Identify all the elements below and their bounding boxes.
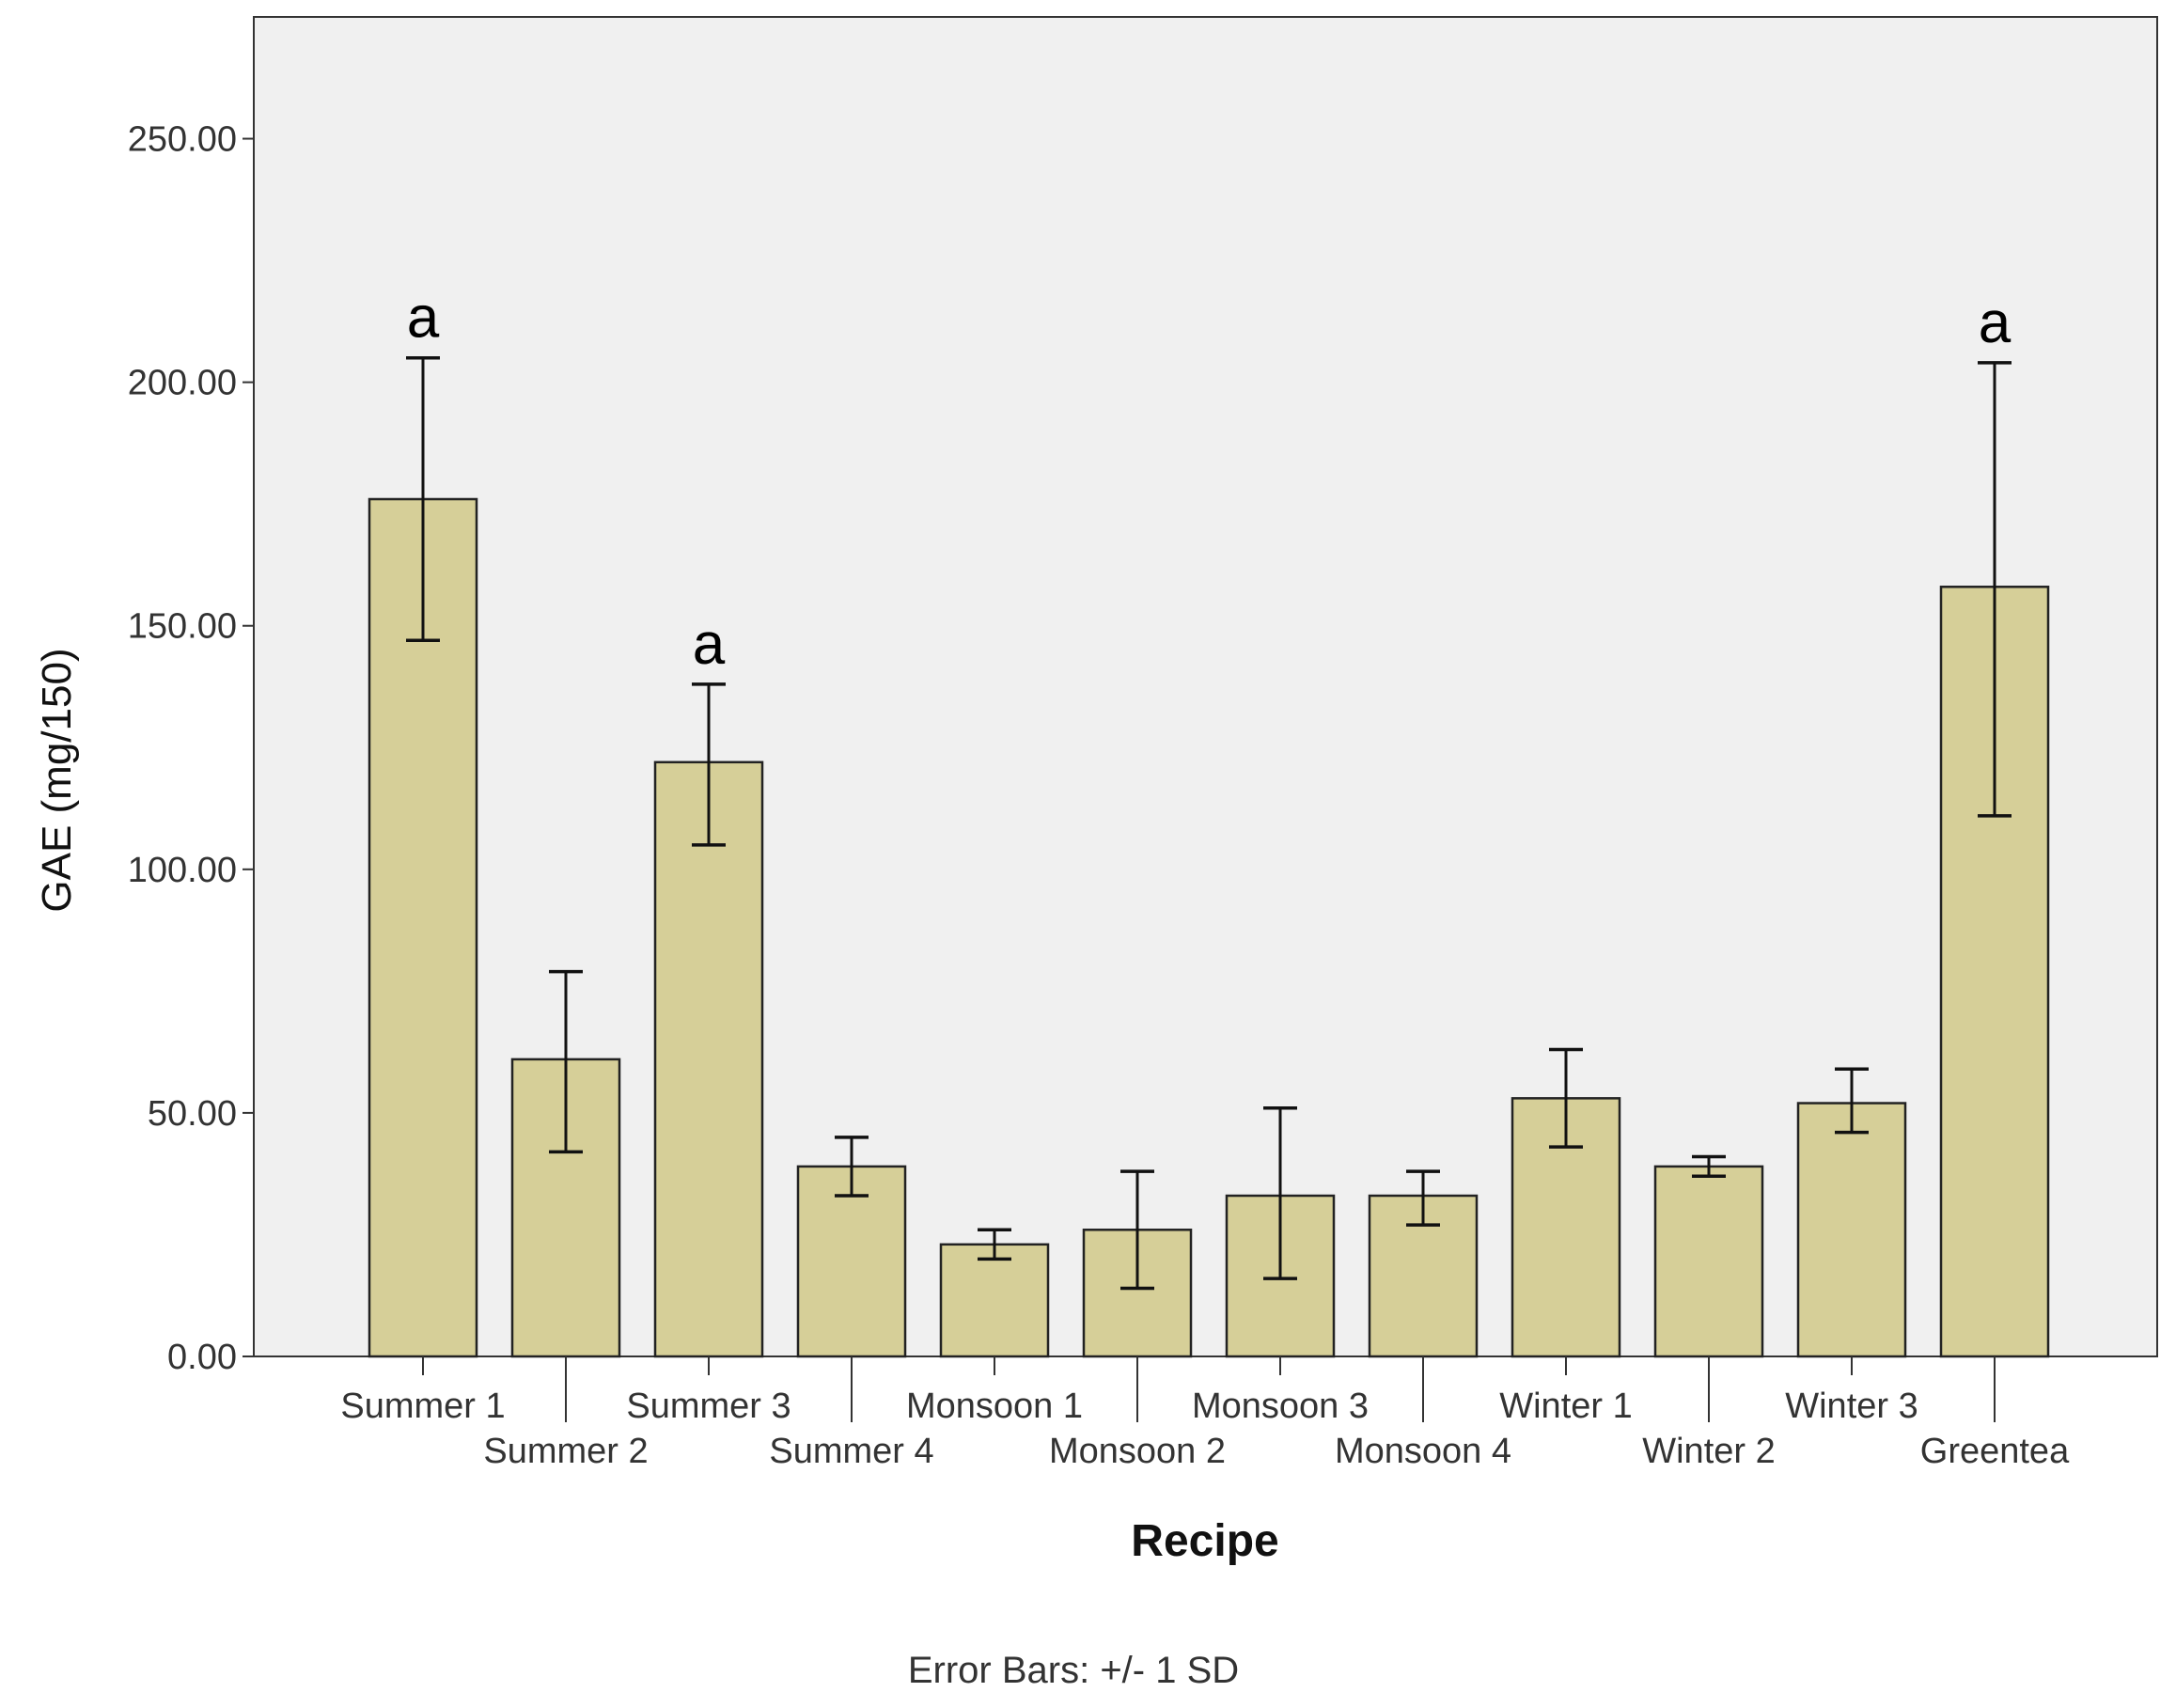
y-tick-label: 200.00 — [128, 364, 237, 403]
x-category-label: Monsoon 1 — [906, 1387, 1083, 1426]
bar-monsoon-1 — [939, 1243, 1050, 1358]
error-bar — [1406, 1169, 1440, 1227]
significance-letter: a — [693, 612, 726, 677]
error-bar — [1978, 361, 2012, 818]
error-bar — [1263, 1105, 1297, 1280]
y-tick-label: 100.00 — [128, 851, 237, 890]
error-bar — [978, 1228, 1011, 1261]
x-category-label: Summer 2 — [483, 1432, 648, 1471]
y-axis-title: GAE (mg/150) — [34, 648, 80, 912]
x-category-label: Summer 4 — [769, 1432, 933, 1471]
error-bar — [692, 682, 726, 847]
bar-summer-4 — [796, 1165, 907, 1358]
error-bar — [1120, 1169, 1154, 1291]
x-axis-title: Recipe — [1131, 1516, 1278, 1566]
x-category-label: Monsoon 4 — [1335, 1432, 1511, 1471]
x-category-label: Summer 3 — [626, 1387, 791, 1426]
y-axis: 0.00 50.00 100.00 150.00 200.00 250.00 — [128, 120, 254, 1377]
x-category-label: Winter 3 — [1785, 1387, 1918, 1426]
bar-summer-3 — [653, 760, 764, 1358]
error-bar — [406, 355, 440, 643]
error-bar-footnote: Error Bars: +/- 1 SD — [908, 1650, 1239, 1691]
significance-letter: a — [1979, 290, 2012, 355]
x-category-label: Summer 1 — [340, 1387, 505, 1426]
error-bar — [1835, 1067, 1869, 1135]
significance-letter: a — [407, 286, 440, 351]
y-tick-label: 250.00 — [128, 120, 237, 160]
x-category-label: Monsoon 3 — [1192, 1387, 1369, 1426]
bar-winter-2 — [1653, 1165, 1764, 1358]
x-category-label: Monsoon 2 — [1049, 1432, 1226, 1471]
y-tick-label: 0.00 — [167, 1338, 237, 1377]
error-bar — [1549, 1047, 1583, 1149]
x-axis: Summer 1 Summer 2 Summer 3 Summer 4 Monsoon … — [340, 1356, 2070, 1471]
x-category-label: Winter 2 — [1642, 1432, 1775, 1471]
error-bar — [549, 969, 583, 1154]
y-tick-label: 150.00 — [128, 607, 237, 647]
error-bar — [1692, 1154, 1726, 1179]
error-bar — [835, 1136, 869, 1198]
bar-winter-3 — [1796, 1102, 1907, 1358]
x-category-label: Greentea — [1920, 1432, 2070, 1471]
bars: a a a — [368, 286, 2050, 1358]
x-category-label: Winter 1 — [1499, 1387, 1632, 1426]
y-tick-label: 50.00 — [148, 1094, 237, 1134]
